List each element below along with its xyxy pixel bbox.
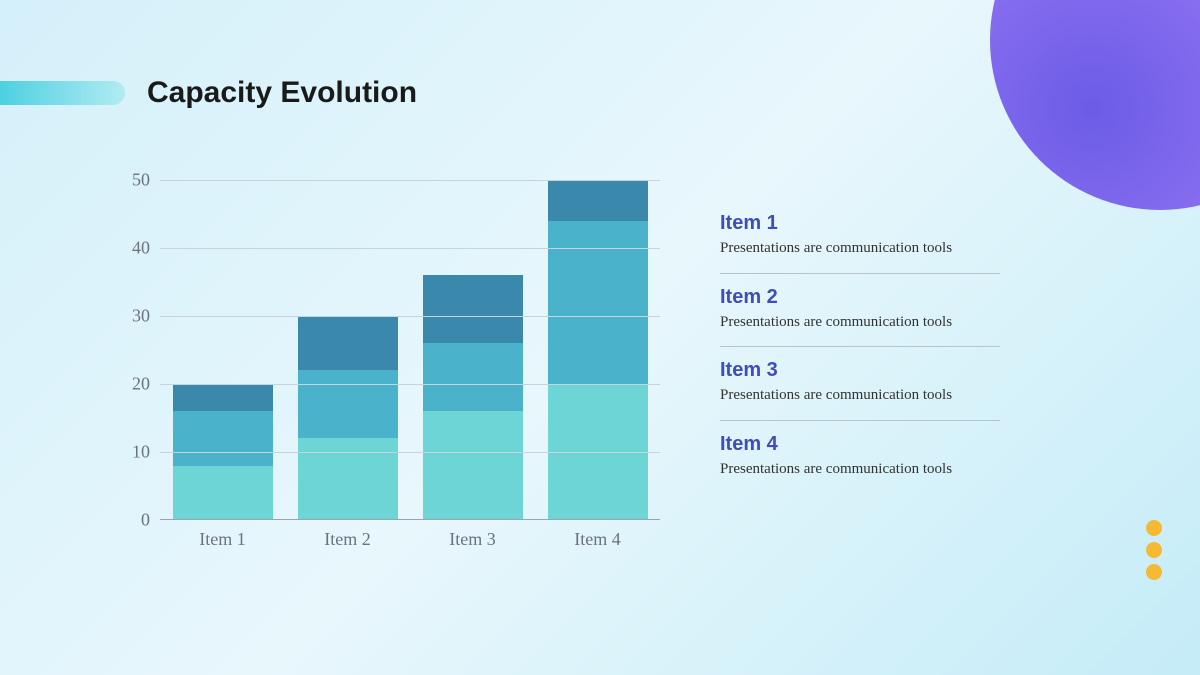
gridline [160, 248, 660, 249]
legend-item-desc: Presentations are communication tools [720, 386, 1000, 406]
legend-item: Item 4 Presentations are communication to… [720, 421, 1000, 494]
bars-area [160, 180, 660, 520]
y-axis: 01020304050 [100, 180, 160, 520]
bar-group [418, 275, 528, 520]
bar-segment [423, 275, 523, 343]
decor-dot [1146, 542, 1162, 558]
bar-segment [173, 466, 273, 520]
legend-item-title: Item 2 [720, 286, 1000, 309]
stacked-bar [298, 316, 398, 520]
y-tick: 50 [132, 170, 150, 191]
bar-segment [548, 221, 648, 384]
chart: 01020304050 Item 1Item 2Item 3Item 4 [100, 180, 660, 580]
x-axis-labels: Item 1 Item 2 Item 3 Item 4 [160, 529, 660, 550]
legend-item: Item 2 Presentations are communication to… [720, 274, 1000, 348]
stacked-bar [548, 180, 648, 520]
bar-segment [173, 384, 273, 411]
title-bar: Capacity Evolution [0, 76, 417, 110]
page-title: Capacity Evolution [147, 76, 417, 110]
legend-item-desc: Presentations are communication tools [720, 313, 1000, 333]
gridline [160, 180, 660, 181]
y-tick: 20 [132, 374, 150, 395]
legend-item-title: Item 3 [720, 359, 1000, 382]
bar-segment [423, 343, 523, 411]
legend-item-title: Item 4 [720, 433, 1000, 456]
bar-group [543, 180, 653, 520]
gridline [160, 452, 660, 453]
bar-group [293, 316, 403, 520]
y-tick: 10 [132, 442, 150, 463]
legend-item-title: Item 1 [720, 212, 1000, 235]
stacked-bar [423, 275, 523, 520]
x-axis-line [160, 519, 660, 520]
legend-item-desc: Presentations are communication tools [720, 460, 1000, 480]
decor-dot [1146, 564, 1162, 580]
legend-panel: Item 1 Presentations are communication to… [720, 200, 1000, 493]
x-label: Item 3 [418, 529, 528, 550]
bar-segment [298, 370, 398, 438]
y-tick: 30 [132, 306, 150, 327]
decor-dots [1146, 520, 1162, 580]
decor-dot [1146, 520, 1162, 536]
corner-decor-circle [990, 0, 1200, 210]
title-pill [0, 81, 125, 105]
gridline [160, 384, 660, 385]
gridline [160, 316, 660, 317]
bar-segment [173, 411, 273, 465]
x-label: Item 2 [293, 529, 403, 550]
y-tick: 0 [141, 510, 150, 531]
y-tick: 40 [132, 238, 150, 259]
legend-item: Item 3 Presentations are communication to… [720, 347, 1000, 421]
x-label: Item 1 [168, 529, 278, 550]
bar-segment [423, 411, 523, 520]
legend-item: Item 1 Presentations are communication to… [720, 200, 1000, 274]
x-label: Item 4 [543, 529, 653, 550]
legend-item-desc: Presentations are communication tools [720, 239, 1000, 259]
bar-segment [298, 438, 398, 520]
bar-segment [548, 180, 648, 221]
bar-segment [298, 316, 398, 370]
